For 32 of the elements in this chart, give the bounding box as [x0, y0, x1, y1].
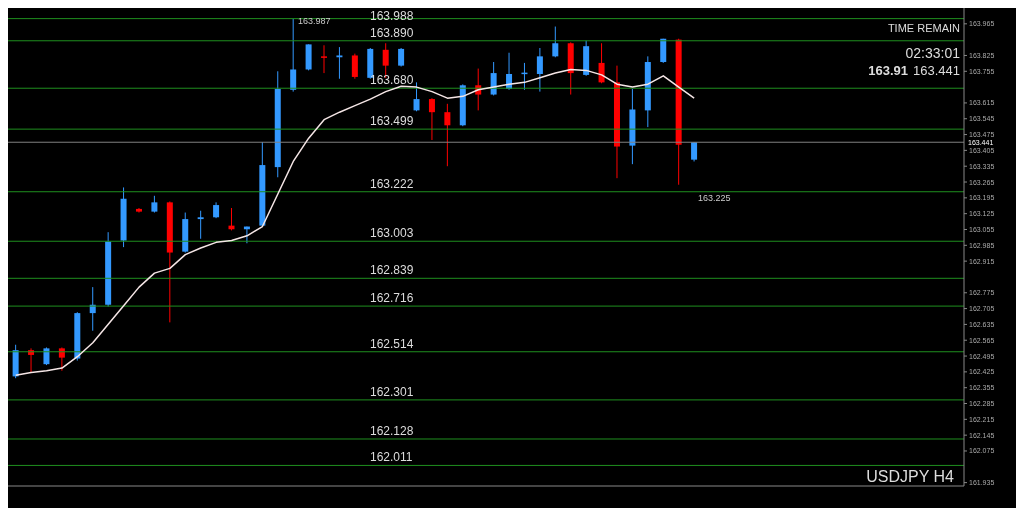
ref-line-label: 162.128	[370, 423, 414, 438]
candlestick	[290, 18, 297, 93]
ref-line-label: 163.003	[370, 226, 414, 241]
candlestick	[444, 103, 451, 167]
annotation: 163.441	[913, 63, 960, 78]
ref-line-label: 162.011	[370, 450, 413, 465]
annotation: 02:33:01	[905, 45, 960, 61]
candlestick	[598, 42, 605, 84]
annotation: 163.987	[298, 15, 331, 26]
ref-line-label: 162.301	[370, 384, 414, 399]
candlestick	[197, 210, 204, 240]
ref-line-label: 163.890	[370, 25, 414, 40]
annotation: TIME REMAIN	[887, 22, 960, 34]
ref-line-label: 162.839	[370, 263, 414, 278]
annotation: USDJPY H4	[866, 468, 954, 486]
candlestick	[398, 47, 405, 68]
annotation: 163.91	[868, 63, 908, 78]
candlestick	[660, 38, 667, 64]
ref-line-label: 163.499	[370, 114, 414, 129]
candlestick	[58, 346, 65, 372]
candlestick	[413, 81, 420, 112]
ref-line-label: 162.716	[370, 291, 414, 306]
ref-line-label: 163.222	[370, 176, 414, 191]
candlestick	[552, 26, 559, 58]
annotation: 163.225	[698, 193, 731, 204]
ref-line-label: 162.514	[370, 336, 414, 351]
ref-line-label: 163.680	[370, 73, 414, 88]
candlestick	[321, 44, 328, 74]
candlestick	[536, 47, 543, 93]
candlestick	[351, 53, 358, 80]
candlestick	[336, 46, 343, 80]
candlestick	[428, 97, 435, 141]
